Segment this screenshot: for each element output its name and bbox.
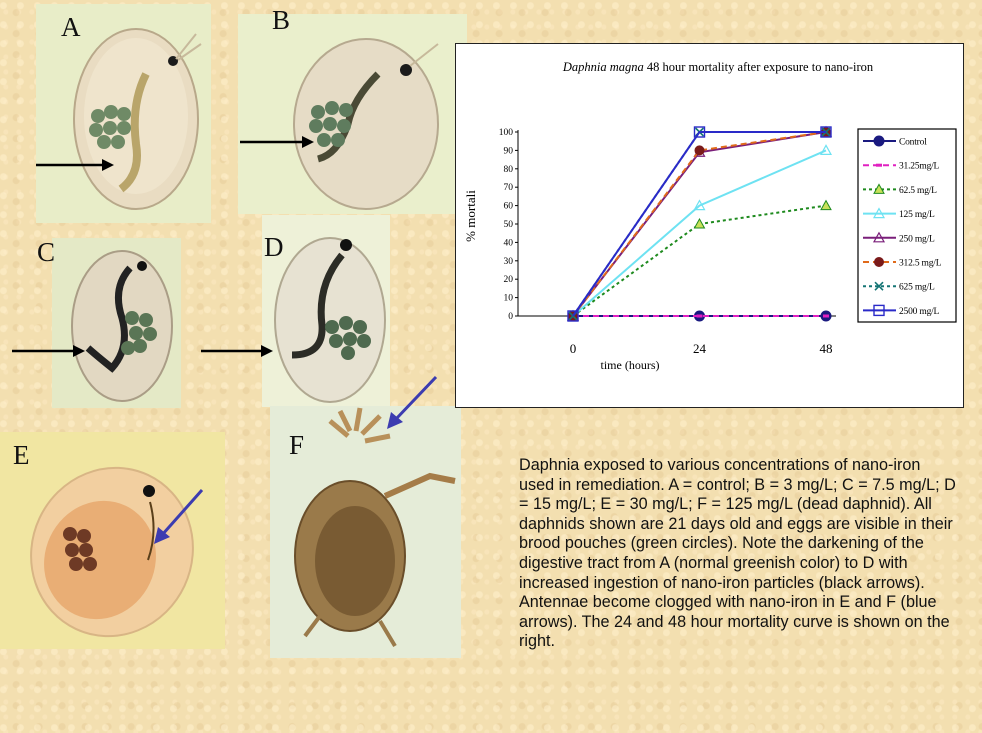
y-tick-label: 10 — [504, 294, 514, 304]
chart-canvas: Daphnia magna 48 hour mortality after ex… — [463, 60, 957, 372]
legend-marker — [872, 231, 886, 243]
photo-f — [270, 406, 461, 658]
data-point — [693, 217, 706, 229]
data-point — [819, 144, 833, 156]
panel-label-c: C — [37, 237, 56, 267]
y-tick-label: 20 — [504, 275, 514, 285]
photo-e — [0, 432, 225, 649]
y-tick-label: 0 — [508, 312, 513, 322]
data-point — [693, 199, 706, 211]
data-point — [820, 126, 832, 138]
panel-label-a: A — [61, 12, 81, 42]
legend-box — [857, 128, 957, 323]
y-axis-label: % mortali — [463, 190, 478, 242]
x-tick-label: 48 — [820, 341, 833, 356]
legend-label: 250 mg/L — [899, 234, 935, 244]
legend-label: 2500 mg/L — [899, 307, 940, 317]
legend-marker — [873, 183, 885, 194]
data-point — [823, 314, 829, 318]
legend-label: Control — [899, 138, 927, 148]
legend-label: 312.5 mg/L — [899, 259, 942, 269]
photo-b — [238, 14, 467, 214]
legend-marker — [873, 304, 885, 317]
data-point — [567, 310, 579, 322]
panel-label-d: D — [264, 232, 284, 262]
photo-d — [262, 215, 390, 407]
legend-label: 625 mg/L — [899, 283, 935, 293]
chart-title: Daphnia magna 48 hour mortality after ex… — [562, 60, 874, 74]
x-axis-label: time (hours) — [601, 358, 660, 372]
blue-arrow-e-icon — [154, 489, 204, 544]
series-line — [572, 149, 827, 317]
legend-marker — [872, 207, 886, 219]
legend-marker — [874, 257, 884, 267]
data-point — [694, 145, 705, 156]
legend-marker — [876, 163, 882, 167]
data-point — [693, 126, 706, 138]
y-tick-label: 30 — [504, 257, 514, 267]
data-point — [820, 199, 832, 211]
y-tick-label: 100 — [499, 128, 514, 138]
legend-marker — [873, 135, 885, 147]
caption-text: Daphnia exposed to various concentration… — [519, 456, 956, 651]
mortality-chart: Daphnia magna 48 hour mortality after ex… — [455, 43, 964, 408]
data-point — [696, 314, 703, 318]
y-tick-label: 40 — [504, 238, 514, 248]
chart-title-species: Daphnia magna — [562, 60, 644, 74]
photo-c — [52, 238, 181, 408]
black-arrow-d-icon — [201, 345, 273, 357]
x-tick-label: 0 — [570, 341, 577, 356]
chart-title-rest: 48 hour mortality after exposure to nano… — [644, 60, 874, 74]
y-tick-label: 90 — [504, 146, 514, 156]
y-tick-label: 70 — [504, 183, 514, 193]
panel-label-e: E — [13, 440, 30, 470]
legend-label: 31.25mg/L — [899, 162, 940, 172]
y-tick-label: 60 — [504, 202, 514, 212]
black-arrow-a-icon — [36, 159, 114, 171]
black-arrow-c-icon — [12, 345, 85, 357]
legend-label: 125 mg/L — [899, 210, 935, 220]
series-line — [572, 131, 826, 317]
legend-label: 62.5 mg/L — [899, 186, 937, 196]
blue-arrow-f-icon — [387, 375, 438, 429]
panel-label-f: F — [289, 430, 305, 460]
series-line — [572, 131, 827, 317]
black-arrow-b-icon — [240, 136, 314, 148]
y-tick-label: 50 — [504, 220, 514, 230]
y-tick-label: 80 — [504, 165, 514, 175]
x-tick-label: 24 — [693, 341, 707, 356]
legend-marker — [874, 281, 884, 291]
panel-label-b: B — [272, 5, 291, 35]
